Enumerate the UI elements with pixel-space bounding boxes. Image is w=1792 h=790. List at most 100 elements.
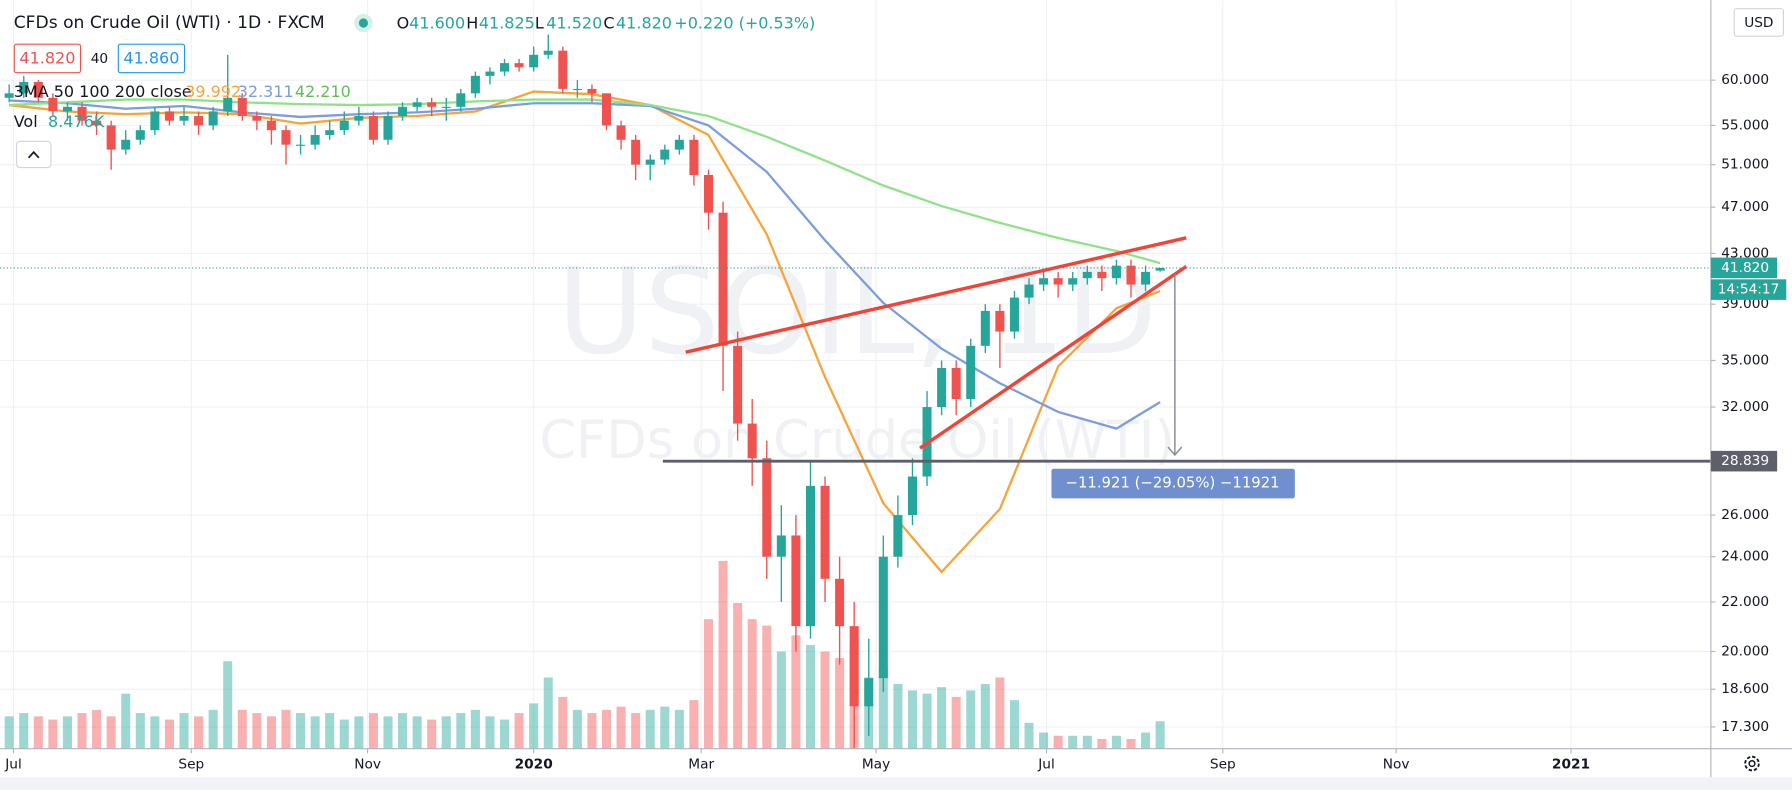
volume-bar <box>62 716 72 749</box>
candle-body <box>368 116 378 140</box>
candle-body <box>1039 278 1049 285</box>
candle-body <box>747 423 757 459</box>
ma-label[interactable]: 3MA 50 100 200 close <box>14 82 192 101</box>
volume-bar <box>1126 739 1136 749</box>
volume-bar <box>383 716 393 749</box>
volume-bar <box>543 677 553 749</box>
volume-bar <box>733 603 743 749</box>
volume-bar <box>223 661 233 749</box>
candle-body <box>4 93 14 98</box>
candle-body <box>179 116 189 121</box>
volume-bar <box>616 706 626 749</box>
bid: 41.820 <box>19 49 75 68</box>
volume-bar <box>558 696 568 749</box>
y-tick-label: 55.000 <box>1721 117 1769 133</box>
volume-bar <box>1082 735 1092 749</box>
vol-label[interactable]: Vol <box>14 112 38 131</box>
volume-bar <box>92 709 102 749</box>
candle-body <box>820 485 830 579</box>
volume-bar <box>762 625 772 749</box>
volume-bar <box>48 719 58 749</box>
currency: USD <box>1744 15 1773 31</box>
candle-body <box>718 212 728 346</box>
candle-body <box>456 93 466 107</box>
volume-bar <box>937 687 947 749</box>
bottom-strip <box>0 777 1792 790</box>
volume-bar <box>252 713 262 749</box>
ask-box[interactable] <box>117 43 186 74</box>
x-tick-label: Sep <box>178 757 204 773</box>
candle-body <box>762 458 772 557</box>
volume-bar <box>1068 735 1078 749</box>
horizontal-line-label: 28.839 <box>1721 453 1769 469</box>
volume-bar <box>485 716 495 749</box>
volume-bar <box>951 696 961 749</box>
measure-label: −11.921 (−29.05%) −11921 <box>1066 474 1280 492</box>
countdown-box <box>1710 279 1787 300</box>
volume-bar <box>368 713 378 749</box>
ohlc-value: 41.520 <box>546 14 602 33</box>
volume-bar <box>266 716 276 749</box>
candle-body <box>1053 278 1063 285</box>
volume-bar <box>237 709 247 749</box>
x-tick-label: Jul <box>4 757 22 773</box>
ohlc-label: L <box>535 14 544 33</box>
x-tick-label: May <box>862 757 890 773</box>
candle-body <box>937 367 947 408</box>
volume-bar <box>1155 721 1165 749</box>
candle-body <box>558 50 568 89</box>
settings-gear <box>1744 755 1760 772</box>
y-tick-label: 17.300 <box>1721 719 1769 735</box>
volume-bar <box>354 716 364 749</box>
grid <box>0 0 1711 749</box>
ask: 41.860 <box>123 49 179 68</box>
candle-body <box>441 106 451 108</box>
volume-bar <box>1053 735 1063 749</box>
change: +0.220 (+0.53%) <box>674 14 815 33</box>
price-axis-bg <box>1710 0 1792 790</box>
volume-bar <box>966 690 976 749</box>
volume-bar <box>1009 700 1019 749</box>
volume-bar <box>703 619 714 749</box>
volume-bar <box>820 651 830 749</box>
candle-body <box>62 106 72 112</box>
candle-body <box>48 97 58 112</box>
candle-body <box>893 515 903 557</box>
volume-bar <box>601 709 612 749</box>
candle-body <box>208 111 218 126</box>
candle-body <box>150 111 160 131</box>
volume-bar <box>4 716 14 749</box>
candle-body <box>572 88 582 91</box>
candle-body <box>266 120 276 131</box>
volume-bar <box>164 719 174 749</box>
bid-box[interactable] <box>13 43 82 74</box>
candle-body <box>296 144 306 146</box>
y-tick-label: 18.600 <box>1721 681 1769 697</box>
volume-bar <box>1024 722 1034 749</box>
volume-bar <box>776 651 786 749</box>
collapse-button[interactable] <box>16 140 52 169</box>
market-status-dot[interactable] <box>358 18 368 28</box>
trend-line-lower[interactable] <box>919 265 1188 450</box>
symbol-title[interactable]: CFDs on Crude Oil (WTI) · 1D · FXCM <box>14 13 325 33</box>
currency-box[interactable] <box>1733 8 1784 37</box>
candle-body <box>92 120 102 126</box>
candle-body <box>500 63 510 72</box>
volume-bar <box>980 683 990 749</box>
candle-body <box>19 81 29 94</box>
candle-body <box>543 50 553 55</box>
volume-bar <box>689 700 699 749</box>
volume-bar <box>1111 735 1121 749</box>
volume-bar <box>645 709 655 749</box>
trend-line-upper[interactable] <box>685 236 1187 354</box>
last-price-box <box>1710 257 1778 279</box>
candle-body <box>835 578 845 627</box>
volume-bar <box>121 693 131 749</box>
volume-bar <box>33 716 43 749</box>
candle-body <box>412 102 422 107</box>
candle-body <box>1141 271 1151 285</box>
volume-bar <box>135 713 145 749</box>
settings-button[interactable] <box>1744 755 1760 772</box>
y-tick-label: 47.000 <box>1721 199 1769 215</box>
candle-body <box>121 139 131 150</box>
